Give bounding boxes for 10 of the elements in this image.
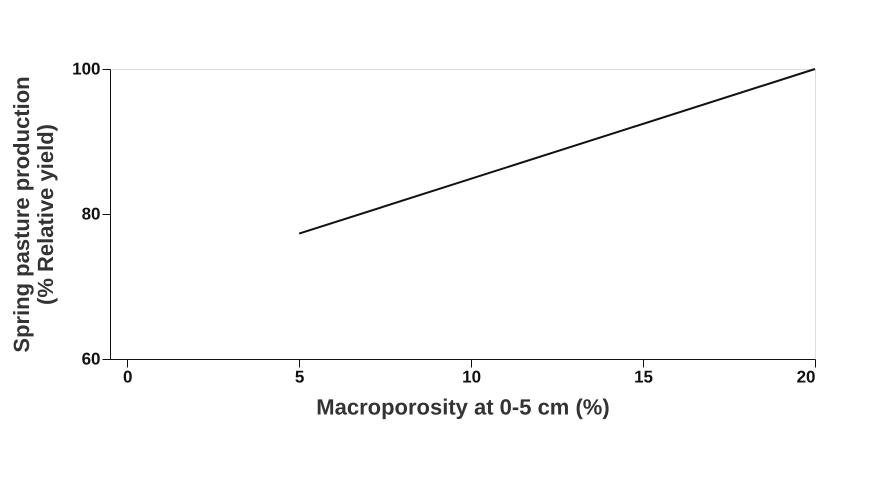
x-axis-title: Macroporosity at 0-5 cm (%): [316, 394, 610, 420]
x-tick-label: 0: [122, 368, 132, 386]
x-tick-label: 5: [294, 368, 304, 386]
y-tick-label: 80: [82, 204, 100, 224]
y-tick-label: 60: [82, 350, 100, 368]
y-tick-label: 100: [72, 60, 100, 78]
y-axis-title: Spring pasture production (% Relative yield): [9, 76, 58, 353]
x-tick-label: 15: [634, 368, 654, 386]
x-tick-label: 10: [462, 368, 482, 386]
x-tick-label: 20: [796, 368, 816, 386]
